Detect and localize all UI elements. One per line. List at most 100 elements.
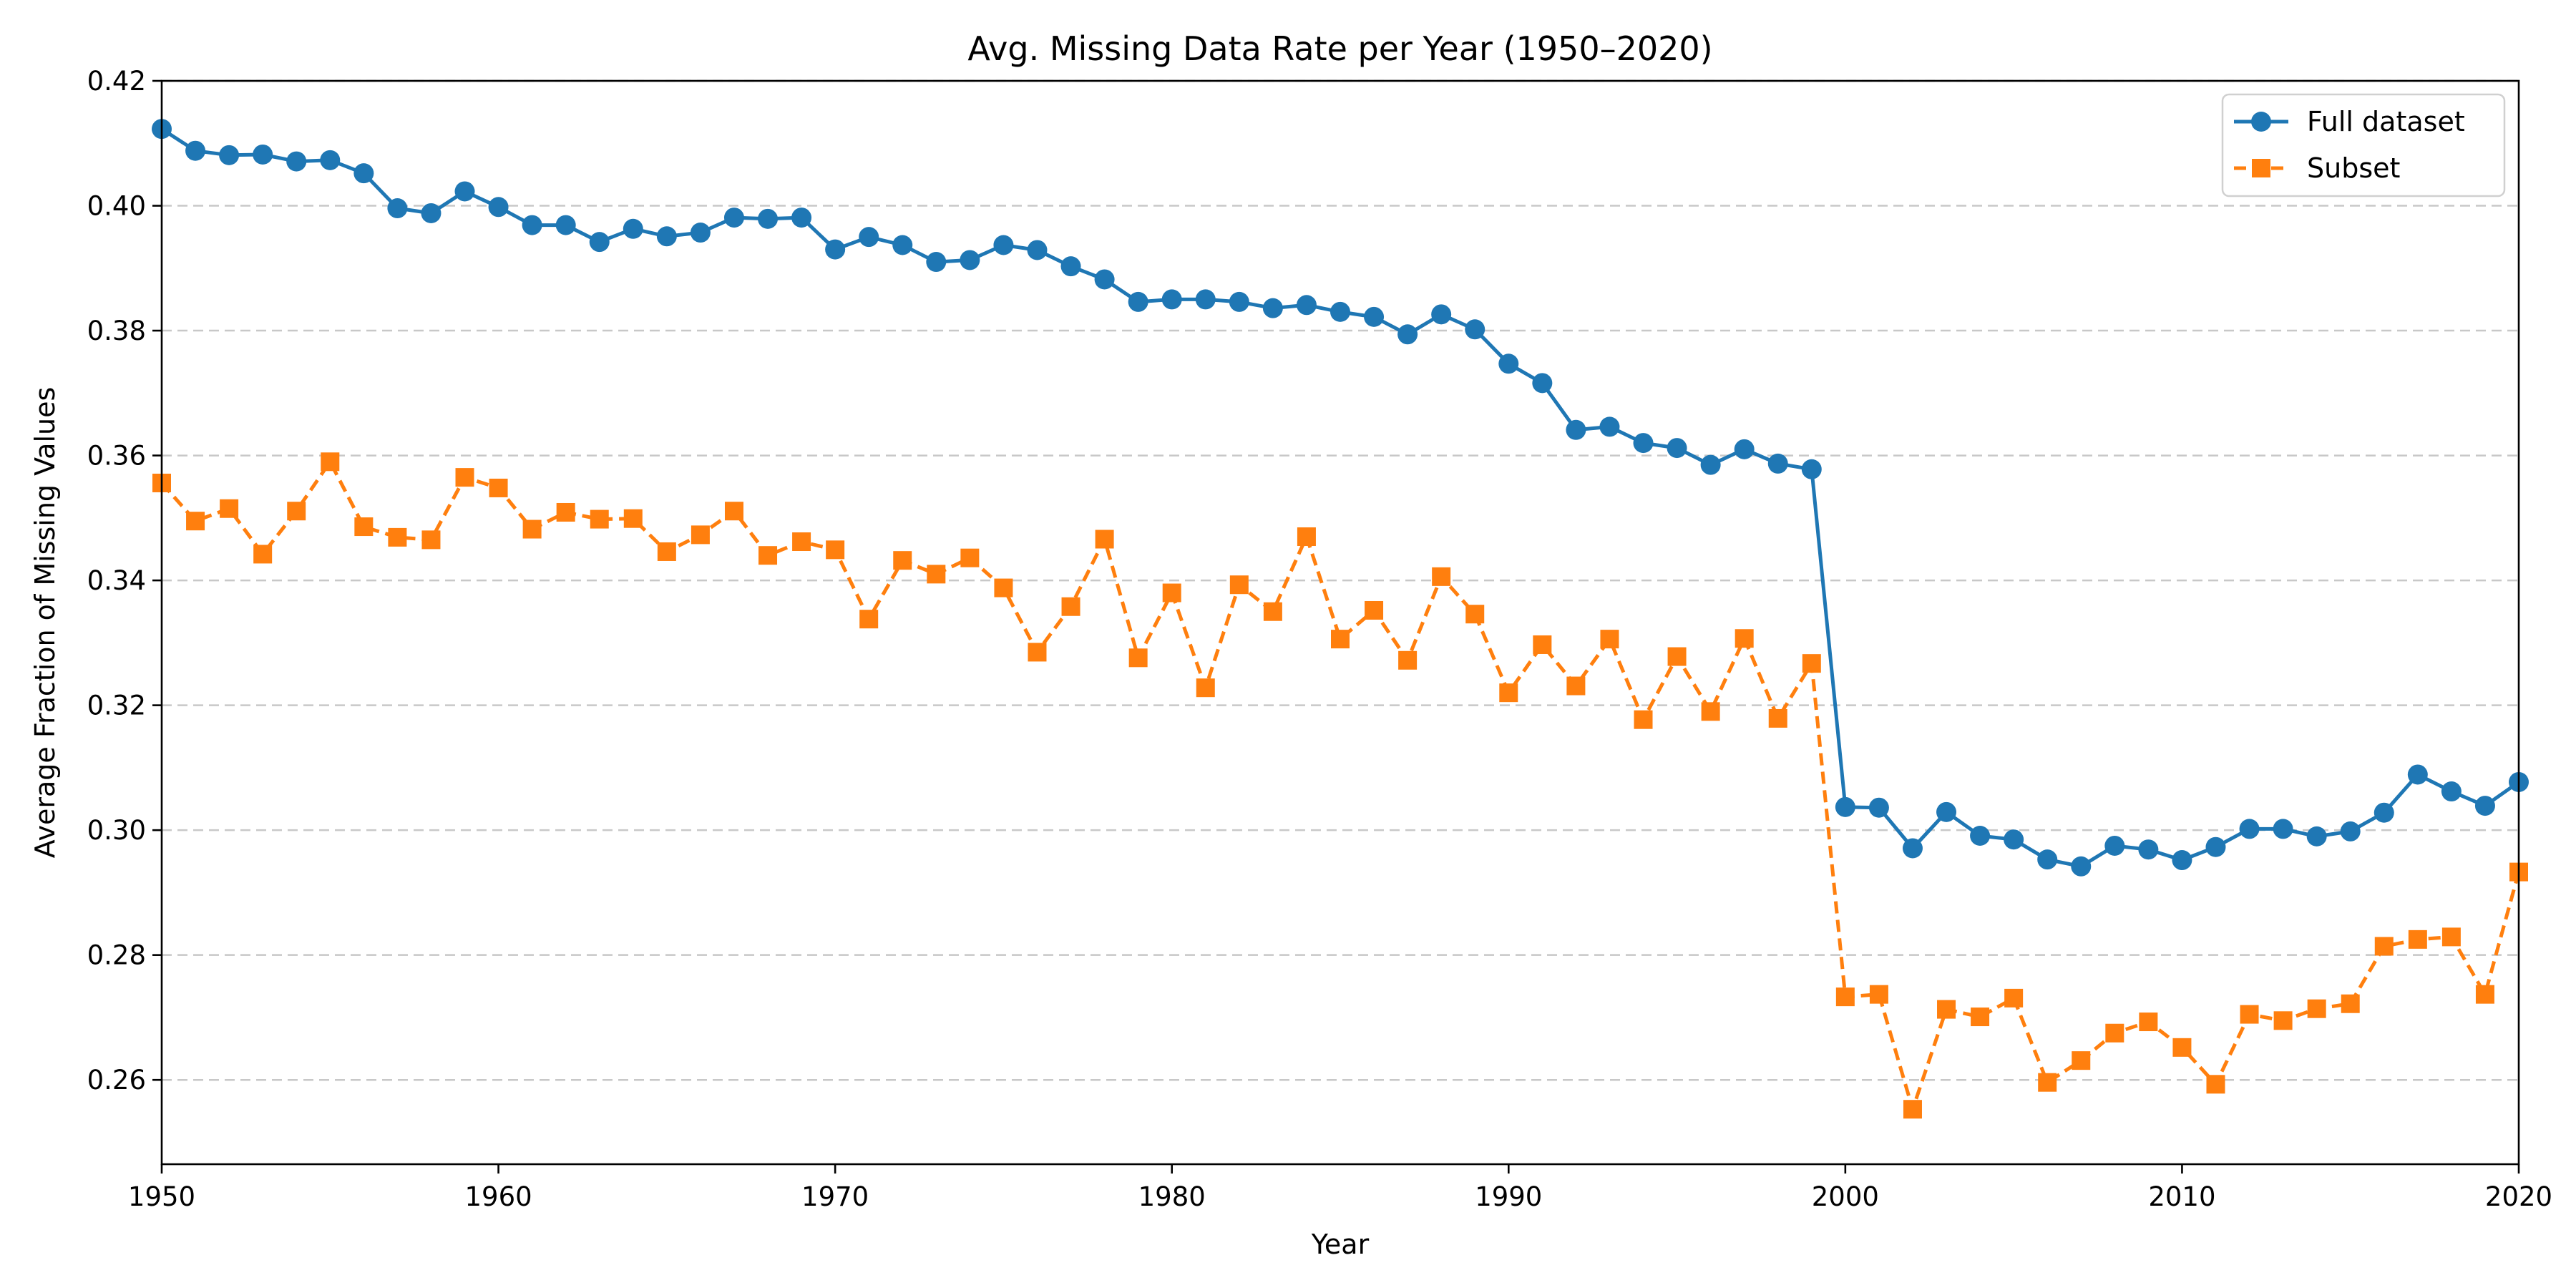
x-axis: 1950 1960 1970 1980 1990 2000 2010 2020	[128, 1164, 2552, 1212]
data-point	[1801, 459, 1822, 479]
legend-marker	[2251, 112, 2271, 132]
series-line	[160, 127, 2520, 869]
data-point	[2038, 1073, 2057, 1092]
data-point	[2475, 985, 2494, 1004]
data-point	[522, 215, 542, 235]
data-point	[2004, 829, 2024, 850]
y-tick-label: 0.42	[87, 66, 146, 97]
data-point	[2373, 802, 2394, 823]
data-point	[286, 151, 307, 172]
data-point	[791, 208, 812, 228]
data-point	[1767, 453, 1788, 474]
data-point	[454, 181, 475, 202]
x-tick-label: 1970	[801, 1181, 869, 1212]
data-point	[353, 163, 374, 184]
y-axis: 0.26 0.28 0.30 0.32 0.34 0.36 0.38 0.40 0.42	[87, 66, 162, 1096]
y-tick-label: 0.36	[87, 441, 146, 472]
data-point	[1868, 797, 1889, 818]
data-point	[1835, 987, 1855, 1007]
data-point	[690, 223, 711, 243]
data-point	[2407, 764, 2428, 785]
data-point	[993, 235, 1014, 255]
data-point	[1398, 650, 1418, 670]
legend-label: Subset	[2307, 152, 2400, 184]
data-point	[2239, 819, 2260, 839]
data-point	[1634, 710, 1653, 729]
legend-item: Full dataset	[2234, 106, 2465, 137]
data-point	[994, 578, 1013, 597]
data-point	[489, 478, 508, 497]
data-point	[455, 468, 474, 487]
data-point	[1700, 454, 1721, 475]
x-tick-label: 2000	[1812, 1181, 1879, 1212]
data-point	[1533, 635, 1552, 654]
data-point	[2139, 1013, 2158, 1032]
data-point	[1128, 648, 1148, 668]
chart-title: Avg. Missing Data Rate per Year (1950–20…	[967, 29, 1712, 68]
data-point	[253, 144, 273, 165]
x-axis-label: Year	[1311, 1229, 1370, 1260]
y-tick-label: 0.26	[87, 1065, 146, 1096]
data-point	[1667, 438, 1687, 459]
data-point	[1364, 306, 1385, 327]
data-point	[1229, 575, 1249, 595]
data-point	[1331, 630, 1350, 649]
data-point	[1633, 433, 1654, 454]
data-point	[2441, 927, 2461, 947]
data-point	[2306, 826, 2327, 847]
data-point	[320, 150, 341, 170]
x-tick-label: 1980	[1138, 1181, 1206, 1212]
data-point	[1532, 373, 1553, 394]
y-tick-label: 0.38	[87, 316, 146, 346]
data-point	[1902, 838, 1923, 859]
data-point	[1599, 416, 1620, 437]
data-point	[1263, 602, 1282, 621]
data-point	[1937, 1000, 1956, 1019]
data-point	[1028, 643, 1047, 662]
data-point	[1094, 269, 1115, 290]
data-point	[1432, 567, 1451, 586]
data-point	[2205, 836, 2226, 857]
data-point	[522, 519, 542, 539]
data-point	[623, 509, 643, 528]
data-point	[724, 502, 743, 521]
data-point	[1802, 654, 1821, 673]
y-tick-label: 0.28	[87, 940, 146, 971]
data-point	[960, 250, 980, 270]
y-axis-label: Average Fraction of Missing Values	[29, 387, 61, 859]
x-tick-label: 2010	[2148, 1181, 2215, 1212]
data-point	[657, 542, 676, 561]
data-point	[2172, 850, 2192, 871]
legend-label: Full dataset	[2307, 106, 2465, 137]
y-tick-label: 0.40	[87, 191, 146, 222]
data-point	[1465, 319, 1485, 340]
data-point	[1735, 629, 1754, 648]
data-point	[1365, 600, 1384, 620]
data-point	[2072, 1051, 2091, 1070]
data-point	[1701, 702, 1720, 721]
data-point	[220, 499, 239, 518]
data-point	[1835, 796, 1855, 817]
data-point	[185, 140, 206, 161]
data-point	[1869, 985, 1888, 1004]
data-point	[287, 502, 306, 521]
y-tick-label: 0.30	[87, 815, 146, 846]
data-point	[2206, 1075, 2225, 1094]
data-point	[623, 218, 643, 239]
data-point	[1296, 295, 1317, 316]
data-point	[2240, 1005, 2259, 1024]
data-point	[859, 227, 879, 248]
data-point	[1667, 647, 1687, 666]
data-point	[758, 208, 779, 229]
data-point	[2037, 849, 2058, 870]
data-point	[219, 145, 240, 165]
data-point	[1971, 1008, 1990, 1027]
data-point	[589, 232, 610, 253]
legend: Full dataset Subset	[2221, 93, 2506, 197]
data-point	[253, 545, 273, 564]
data-point	[1060, 256, 1081, 277]
data-point	[354, 517, 374, 537]
data-point	[1970, 826, 1991, 847]
y-tick-label: 0.32	[87, 691, 146, 721]
